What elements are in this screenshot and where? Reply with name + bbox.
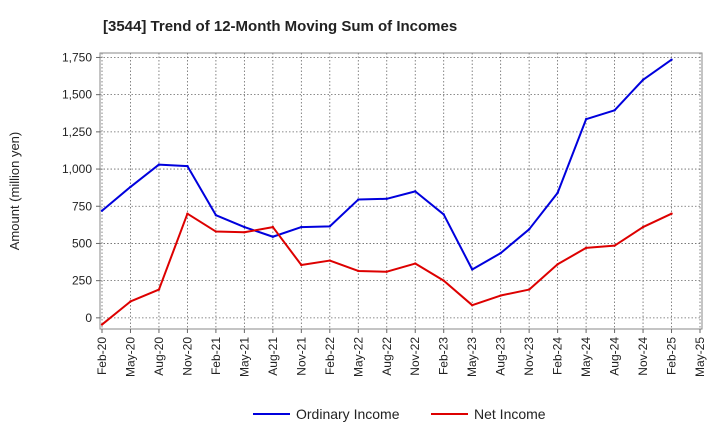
data-point-net-income [499, 294, 502, 297]
y-tick-label: 500 [72, 236, 92, 250]
data-point-net-income [641, 225, 645, 229]
y-tick-label: 250 [72, 274, 92, 288]
data-point-net-income [414, 262, 417, 265]
x-tick-label: Aug-24 [608, 337, 622, 376]
x-tick-label: Nov-22 [408, 337, 422, 376]
x-tick-label: Nov-23 [522, 337, 536, 376]
x-tick-label: Nov-24 [636, 337, 650, 376]
data-point-net-income [613, 244, 616, 247]
data-point-ordinary-income [414, 190, 417, 193]
plot-area [99, 52, 703, 330]
data-point-ordinary-income [556, 191, 559, 195]
data-point-ordinary-income [271, 235, 275, 238]
data-point-ordinary-income [357, 198, 360, 201]
data-point-ordinary-income [470, 268, 474, 271]
x-tick-label: Aug-22 [380, 337, 394, 376]
data-point-net-income [527, 288, 531, 291]
data-point-net-income [328, 259, 332, 262]
series-line-ordinary-income [101, 58, 673, 271]
y-tick-label: 1,750 [62, 50, 92, 64]
data-point-ordinary-income [300, 225, 303, 229]
data-point-net-income [385, 270, 388, 273]
data-point-net-income [442, 279, 445, 282]
data-point-ordinary-income [442, 213, 445, 216]
x-tick-label: Feb-24 [551, 337, 565, 375]
x-tick-label: Feb-23 [437, 337, 451, 375]
grid [100, 53, 702, 329]
y-tick-label: 1,000 [62, 162, 92, 176]
y-tick-label: 0 [85, 311, 92, 325]
data-point-ordinary-income [670, 58, 673, 61]
data-point-ordinary-income [613, 109, 616, 112]
data-point-ordinary-income [243, 225, 246, 229]
y-axis-ticks: 0 250 500 750 1,000 1,250 1,500 1,750 [62, 50, 100, 325]
legend-label-ordinary-income: Ordinary Income [296, 406, 400, 422]
data-point-ordinary-income [100, 209, 104, 212]
x-tick-label: May-23 [465, 337, 479, 377]
x-axis-ticks: Feb-20 May-20 Aug-20 Nov-20 Feb-21 May-21 Aug-… [95, 329, 707, 377]
data-point-ordinary-income [186, 164, 189, 168]
series-line-net-income [101, 212, 672, 326]
legend: Ordinary Income Net Income [253, 406, 546, 422]
data-point-net-income [214, 230, 218, 233]
data-point-net-income [470, 303, 474, 307]
data-point-ordinary-income [527, 228, 531, 231]
x-tick-label: Aug-20 [152, 337, 166, 376]
x-tick-label: Nov-20 [180, 337, 194, 376]
y-tick-label: 750 [72, 199, 92, 213]
data-point-ordinary-income [584, 118, 588, 121]
data-point-net-income [670, 212, 673, 215]
x-tick-label: May-21 [237, 337, 251, 377]
data-point-ordinary-income [499, 251, 502, 255]
data-point-net-income [129, 300, 132, 303]
x-tick-label: May-24 [579, 337, 593, 377]
data-point-ordinary-income [385, 197, 388, 201]
data-point-net-income [186, 212, 189, 215]
y-axis-label: Amount (million yen) [7, 132, 22, 251]
data-point-net-income [556, 263, 559, 266]
series-layer [100, 58, 673, 326]
x-tick-label: Aug-21 [266, 337, 280, 376]
data-point-net-income [243, 231, 246, 234]
legend-label-net-income: Net Income [474, 406, 546, 422]
data-point-net-income [300, 263, 303, 267]
x-tick-label: Nov-21 [294, 337, 308, 376]
y-tick-label: 1,500 [62, 88, 92, 102]
data-point-net-income [357, 269, 360, 273]
x-tick-label: Aug-23 [494, 337, 508, 376]
data-point-ordinary-income [214, 213, 218, 217]
y-tick-label: 1,250 [62, 125, 92, 139]
data-point-net-income [100, 323, 104, 326]
data-point-ordinary-income [328, 225, 332, 228]
data-point-net-income [157, 288, 161, 291]
x-tick-label: Feb-22 [323, 337, 337, 375]
data-point-ordinary-income [641, 78, 645, 81]
x-tick-label: May-20 [123, 337, 137, 377]
x-tick-label: Feb-20 [95, 337, 109, 375]
x-tick-label: May-22 [351, 337, 365, 377]
data-point-ordinary-income [129, 185, 132, 189]
data-point-net-income [271, 225, 275, 229]
x-tick-label: May-25 [693, 337, 707, 377]
data-point-net-income [584, 246, 588, 250]
x-tick-label: Feb-21 [209, 337, 223, 375]
chart-title: [3544] Trend of 12-Month Moving Sum of I… [103, 18, 457, 35]
data-point-ordinary-income [157, 163, 161, 166]
x-tick-label: Feb-25 [665, 337, 679, 375]
